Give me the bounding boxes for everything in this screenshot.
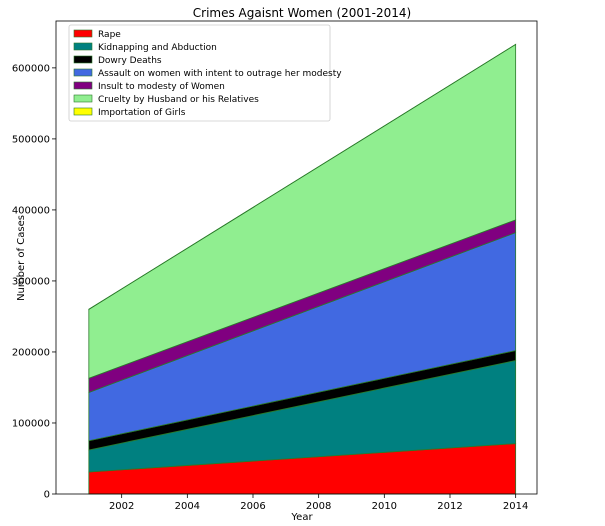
legend-swatch-importation-of-girls xyxy=(73,107,93,116)
y-tick-label: 100000 xyxy=(12,418,50,429)
y-tick-label: 300000 xyxy=(12,276,50,287)
legend-label-insult-to-modesty-of-women: Insult to modesty of Women xyxy=(98,82,225,92)
legend-label-importation-of-girls: Importation of Girls xyxy=(98,108,186,118)
y-tick-label: 600000 xyxy=(12,63,50,74)
legend-swatch-insult-to-modesty-of-women xyxy=(73,81,93,90)
y-tick-label: 0 xyxy=(44,490,50,501)
legend-swatch-dowry-deaths xyxy=(73,55,93,64)
x-tick-label: 2004 xyxy=(175,501,200,512)
x-axis-label: Year xyxy=(290,512,313,523)
legend-swatch-assault-on-women-with-intent-to-outrage-her-modesty xyxy=(73,68,93,77)
legend: Rape Kidnapping and Abduction Dowry Deaths… xyxy=(68,24,342,122)
x-tick-label: 2008 xyxy=(306,501,331,512)
y-tick-label: 400000 xyxy=(12,205,50,216)
legend-label-dowry-deaths: Dowry Deaths xyxy=(98,56,162,66)
x-tick-label: 2014 xyxy=(503,501,528,512)
legend-box xyxy=(68,24,331,122)
y-axis-label: Number of Cases xyxy=(16,215,27,301)
legend-label-cruelty-by-husband-or-his-relatives: Cruelty by Husband or his Relatives xyxy=(98,95,259,105)
legend-label-assault-on-women-with-intent-to-outrage-her-modesty: Assault on women with intent to outrage … xyxy=(98,69,342,79)
area-layers xyxy=(88,43,517,495)
x-tick-label: 2006 xyxy=(240,501,265,512)
x-tick-label: 2010 xyxy=(372,501,397,512)
x-axis-ticks: 2002 2004 2006 2008 2010 2012 2014 xyxy=(109,494,528,512)
y-axis-ticks: 0 100000 200000 300000 400000 500000 600000 xyxy=(12,63,56,501)
x-tick-label: 2012 xyxy=(437,501,462,512)
y-tick-label: 200000 xyxy=(12,347,50,358)
legend-swatch-rape xyxy=(73,29,93,38)
legend-label-rape: Rape xyxy=(98,30,121,40)
legend-label-kidnapping-and-abduction: Kidnapping and Abduction xyxy=(98,43,217,53)
chart-title: Crimes Agaisnt Women (2001-2014) xyxy=(193,6,411,20)
x-tick-label: 2002 xyxy=(109,501,134,512)
plot-frame xyxy=(55,20,538,495)
y-tick-label: 500000 xyxy=(12,134,50,145)
area-importation-of-girls xyxy=(88,43,517,311)
legend-swatch-cruelty-by-husband-or-his-relatives xyxy=(73,94,93,103)
legend-swatch-kidnapping-and-abduction xyxy=(73,42,93,51)
